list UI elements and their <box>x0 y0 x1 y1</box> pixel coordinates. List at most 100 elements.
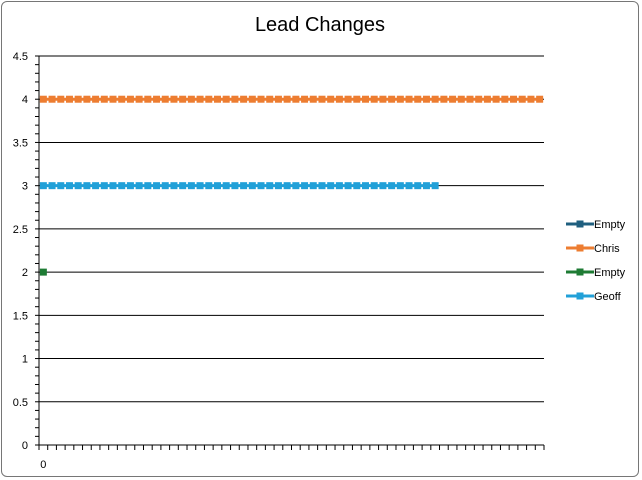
y-tick-label: 3 <box>22 181 28 193</box>
data-point <box>318 182 326 190</box>
legend-marker <box>576 268 584 276</box>
data-point <box>274 95 282 103</box>
data-point <box>388 182 396 190</box>
data-point <box>457 95 465 103</box>
data-point <box>196 95 204 103</box>
data-point <box>187 182 195 190</box>
data-point <box>153 95 161 103</box>
data-point <box>344 182 352 190</box>
data-point <box>109 95 117 103</box>
chart-title: Lead Changes <box>254 14 386 36</box>
series-3 <box>39 182 439 190</box>
y-tick-label: 1 <box>22 354 28 366</box>
data-point <box>362 95 370 103</box>
legend-entry: Chris <box>566 243 620 255</box>
legend-label: Chris <box>594 243 620 255</box>
data-point <box>39 268 47 276</box>
series-2 <box>39 268 47 276</box>
data-point <box>248 95 256 103</box>
data-point <box>135 182 143 190</box>
data-point <box>126 182 134 190</box>
data-point <box>39 182 47 190</box>
data-point <box>161 95 169 103</box>
data-point <box>74 182 82 190</box>
data-point <box>57 182 65 190</box>
data-point <box>422 95 430 103</box>
data-point <box>83 95 91 103</box>
data-point <box>353 95 361 103</box>
data-point <box>240 95 248 103</box>
data-point <box>231 182 239 190</box>
data-point <box>205 95 213 103</box>
data-point <box>126 95 134 103</box>
data-point <box>492 95 500 103</box>
axes: 0 0.5 1 1.5 2 2.5 3 3.5 4 4.5 0 <box>13 51 545 471</box>
data-point <box>440 95 448 103</box>
data-point <box>266 182 274 190</box>
data-point <box>179 182 187 190</box>
legend-label: Empty <box>594 219 626 231</box>
data-point <box>309 182 317 190</box>
data-point <box>266 95 274 103</box>
data-point <box>327 95 335 103</box>
legend: Empty Chris Empty Geoff <box>566 219 626 303</box>
data-point <box>100 182 108 190</box>
data-point <box>536 95 544 103</box>
data-point <box>518 95 526 103</box>
data-point <box>257 95 265 103</box>
data-point <box>301 95 309 103</box>
data-point <box>83 182 91 190</box>
data-point <box>48 95 56 103</box>
legend-entry: Empty <box>566 267 626 279</box>
data-point <box>475 95 483 103</box>
y-tick-label: 1.5 <box>13 310 28 322</box>
data-point <box>118 182 126 190</box>
data-point <box>222 95 230 103</box>
data-point <box>466 95 474 103</box>
data-point <box>292 182 300 190</box>
data-point <box>92 95 100 103</box>
data-point <box>144 182 152 190</box>
data-point <box>170 182 178 190</box>
legend-entry: Geoff <box>566 291 622 303</box>
legend-marker <box>576 220 584 228</box>
y-tick-label: 0.5 <box>13 397 28 409</box>
data-point <box>283 182 291 190</box>
data-point <box>48 182 56 190</box>
data-point <box>135 95 143 103</box>
data-point <box>362 182 370 190</box>
data-point <box>196 182 204 190</box>
y-tick-label: 2 <box>22 267 28 279</box>
data-point <box>179 95 187 103</box>
data-point <box>205 182 213 190</box>
data-point <box>301 182 309 190</box>
data-point <box>144 95 152 103</box>
data-point <box>414 182 422 190</box>
legend-entry: Empty <box>566 219 626 231</box>
data-point <box>170 95 178 103</box>
data-point <box>283 95 291 103</box>
data-point <box>274 182 282 190</box>
y-tick-label: 2.5 <box>13 224 28 236</box>
data-point <box>431 95 439 103</box>
data-point <box>153 182 161 190</box>
data-point <box>449 95 457 103</box>
x-tick-label: 0 <box>40 459 46 471</box>
data-point <box>187 95 195 103</box>
legend-label: Empty <box>594 267 626 279</box>
data-point <box>370 95 378 103</box>
data-point <box>405 182 413 190</box>
data-point <box>327 182 335 190</box>
data-point <box>510 95 518 103</box>
data-point <box>292 95 300 103</box>
data-point <box>74 95 82 103</box>
data-point <box>222 182 230 190</box>
data-point <box>213 95 221 103</box>
data-point <box>335 95 343 103</box>
data-point <box>344 95 352 103</box>
data-point <box>422 182 430 190</box>
data-point <box>39 95 47 103</box>
y-tick-label: 0 <box>22 440 28 452</box>
data-point <box>353 182 361 190</box>
